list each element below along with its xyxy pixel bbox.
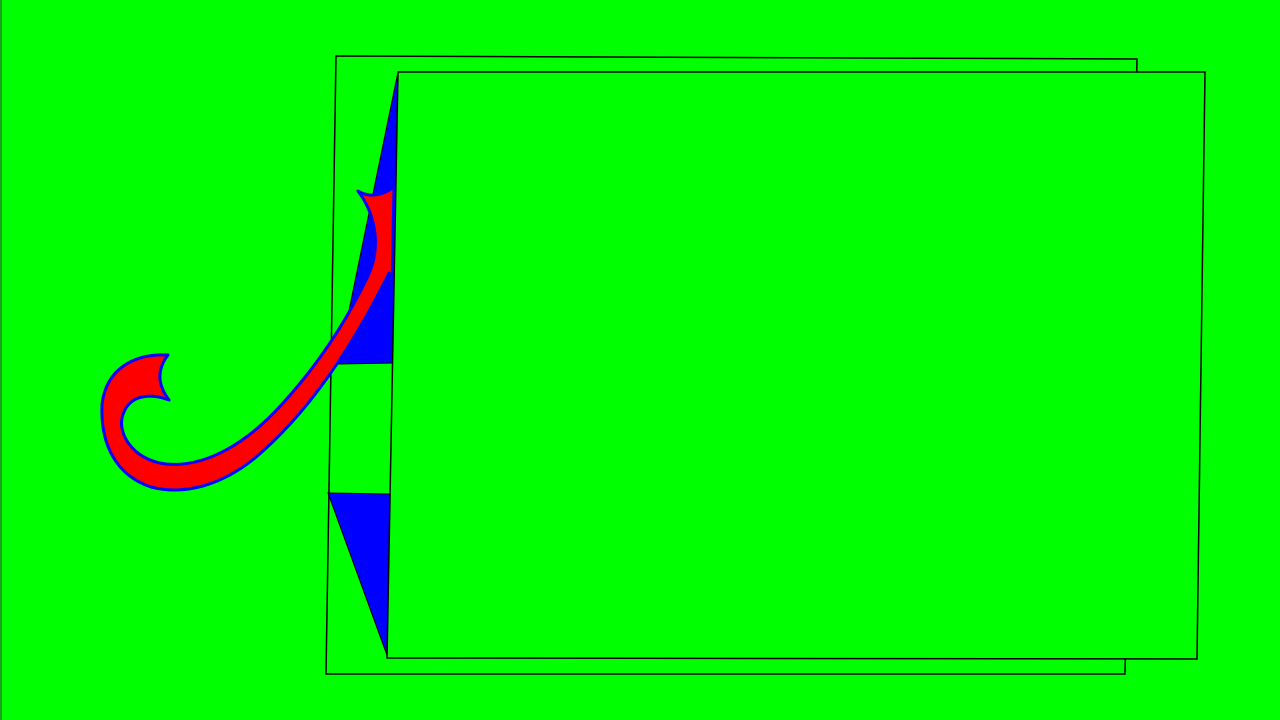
red-curl-ribbon xyxy=(100,185,396,492)
front-panel xyxy=(386,71,1206,660)
